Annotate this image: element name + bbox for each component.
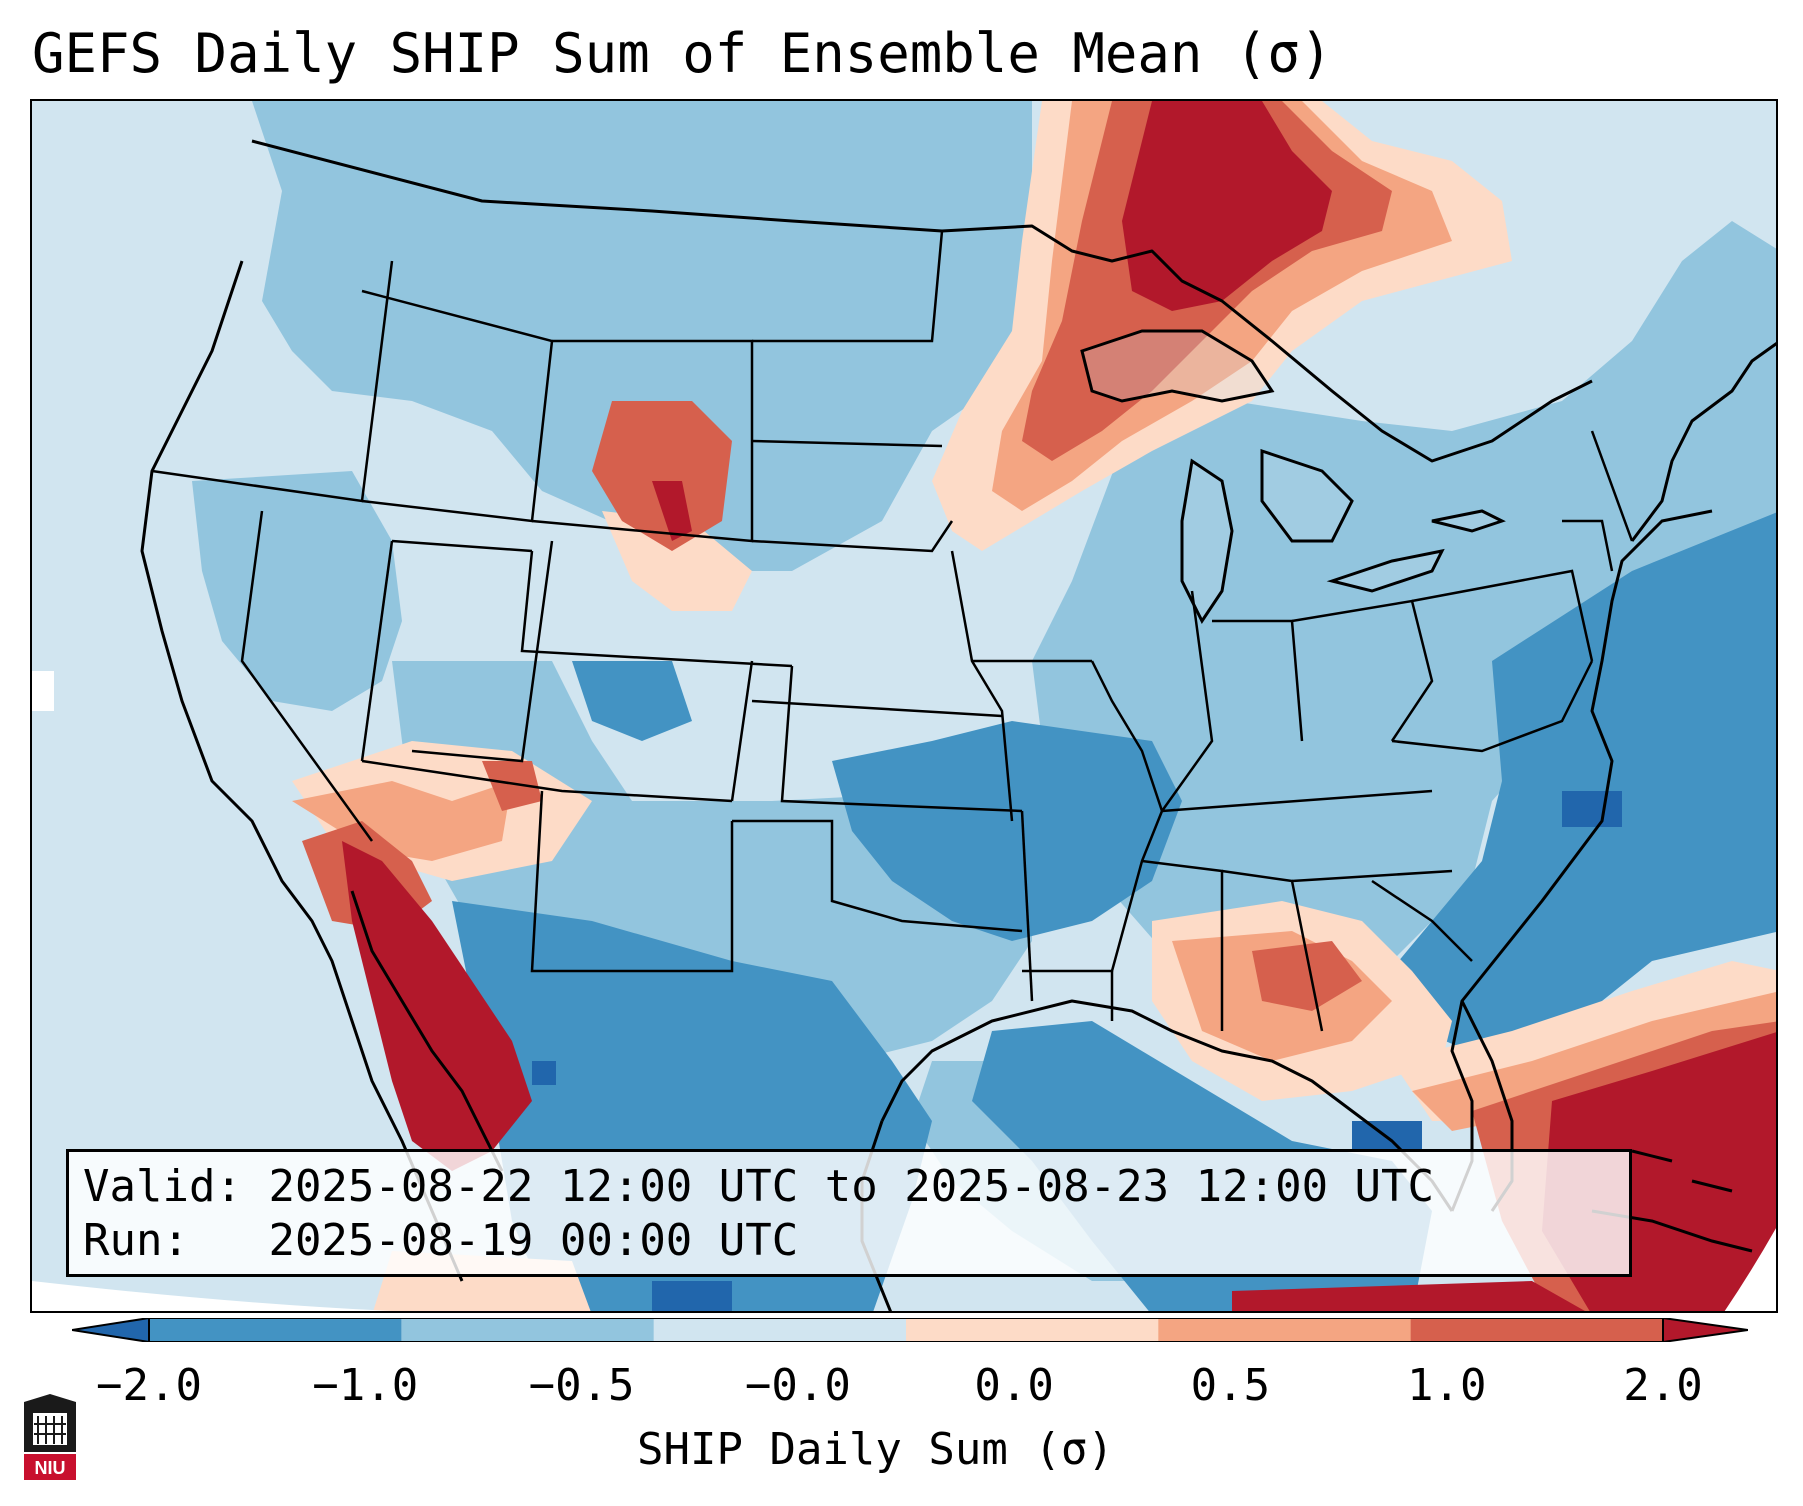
lake-erie bbox=[1326, 548, 1445, 593]
colorbar-segment bbox=[149, 1318, 402, 1342]
colorbar-tick-label: 2.0 bbox=[1623, 1360, 1703, 1411]
lake-huron bbox=[1260, 448, 1354, 543]
colorbar-tick-label: −0.0 bbox=[744, 1360, 851, 1411]
northeast-coast bbox=[1630, 342, 1776, 542]
svg-text:NIU: NIU bbox=[35, 1458, 66, 1478]
pacific-coast bbox=[140, 260, 464, 1282]
atlantic-coast bbox=[1450, 509, 1713, 1212]
colorbar-tick-label: −2.0 bbox=[96, 1360, 202, 1411]
great-lakes bbox=[1080, 329, 1506, 624]
valid-row: Valid: 2025-08-22 12:00 UTC to 2025-08-2… bbox=[83, 1160, 1629, 1214]
colorbar-segment bbox=[906, 1318, 1159, 1342]
colorbar-tick-label: 0.0 bbox=[974, 1360, 1054, 1411]
colorbar-segment bbox=[1410, 1318, 1664, 1342]
colorbar-extend-min bbox=[72, 1318, 150, 1342]
projection-edge-bottom bbox=[32, 1281, 392, 1311]
run-row: Run: 2025-08-19 00:00 UTC bbox=[83, 1214, 1629, 1268]
lake-michigan bbox=[1180, 458, 1234, 624]
data-gap bbox=[32, 671, 54, 711]
colorbar-segments bbox=[72, 1318, 1748, 1342]
colorbar-tick-label: 1.0 bbox=[1406, 1360, 1487, 1411]
lake-superior bbox=[1080, 329, 1275, 403]
run-time: 2025-08-19 00:00 UTC bbox=[268, 1215, 799, 1266]
colorbar-label: SHIP Daily Sum (σ) bbox=[637, 1424, 1114, 1475]
colorbar-tick-label: −0.5 bbox=[528, 1360, 635, 1411]
colorbar-segment bbox=[1158, 1318, 1412, 1342]
lake-ontario bbox=[1431, 509, 1506, 533]
map-canvas bbox=[32, 101, 1776, 1311]
map-title: GEFS Daily SHIP Sum of Ensemble Mean (σ) bbox=[32, 22, 1333, 85]
projection-edge-right bbox=[1724, 1228, 1776, 1311]
map-panel[interactable] bbox=[30, 99, 1778, 1313]
colorbar-outline bbox=[148, 1318, 1664, 1342]
run-label: Run: bbox=[83, 1215, 189, 1266]
gulf-coast bbox=[880, 999, 1454, 1212]
colorbar-tick-label: −1.0 bbox=[312, 1360, 419, 1411]
validity-info-box: Valid: 2025-08-22 12:00 UTC to 2025-08-2… bbox=[66, 1149, 1632, 1277]
university-shield-logo: NIU bbox=[24, 1394, 76, 1480]
colorbar-segment bbox=[653, 1318, 907, 1342]
state-boundaries bbox=[151, 230, 1634, 1032]
coastlines-and-borders bbox=[140, 139, 1776, 1311]
valid-label: Valid: bbox=[83, 1161, 242, 1212]
colorbar-tick-label: 0.5 bbox=[1190, 1360, 1271, 1411]
colorbar-extend-max bbox=[1662, 1318, 1748, 1342]
colorbar-segment bbox=[401, 1318, 655, 1342]
colorbar bbox=[72, 1318, 1748, 1342]
valid-time-range: 2025-08-22 12:00 UTC to 2025-08-23 12:00… bbox=[268, 1161, 1435, 1212]
canada-us-border bbox=[251, 139, 1593, 463]
baja-peninsula bbox=[350, 890, 504, 1172]
